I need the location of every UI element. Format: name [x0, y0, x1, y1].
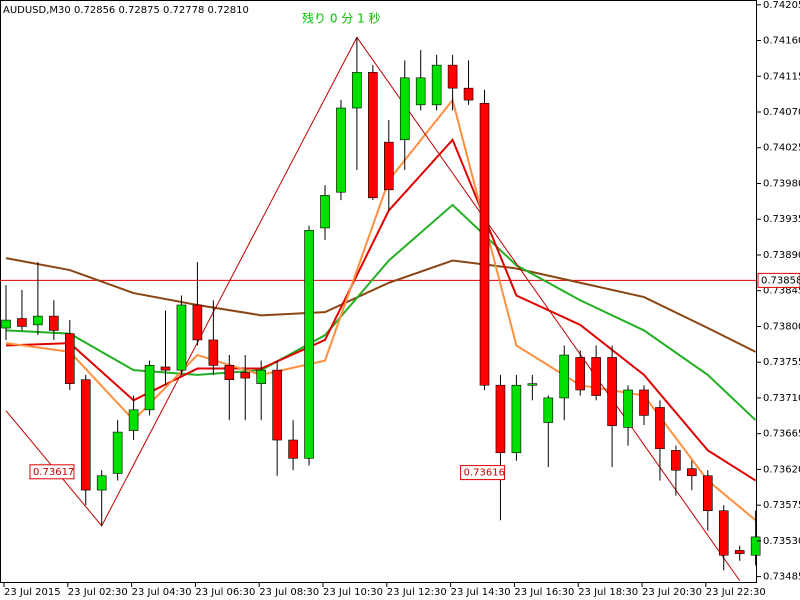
candle-body — [702, 475, 713, 512]
candle-body — [256, 369, 267, 384]
candle-body — [671, 450, 681, 471]
candle-body — [49, 315, 59, 331]
price-label: 0.73617 — [33, 467, 74, 478]
candle-body — [368, 71, 378, 199]
candle-body — [431, 64, 442, 106]
x-tick-label: 23 Jul 18:30 — [578, 587, 638, 598]
candle-body — [336, 107, 346, 193]
candle-body — [447, 64, 458, 89]
price-axis-label: 0.73858 — [761, 275, 800, 286]
candle-body — [208, 339, 219, 366]
candle-body — [65, 333, 75, 384]
candle-body — [399, 77, 410, 141]
x-tick-label: 23 Jul 14:30 — [451, 587, 511, 598]
x-tick-label: 23 Jul 10:30 — [323, 587, 383, 598]
y-tick-label: 0.73935 — [763, 214, 800, 225]
candle-body — [288, 439, 298, 459]
candle-body — [272, 369, 282, 441]
candle-body — [160, 366, 171, 371]
candle-body — [383, 141, 394, 191]
y-tick-label: 0.73755 — [763, 357, 800, 368]
y-tick-label: 0.73485 — [763, 572, 800, 583]
y-tick-label: 0.73665 — [763, 429, 800, 440]
price-label: 0.73616 — [464, 468, 505, 479]
price-label-box — [29, 464, 75, 480]
y-tick-label: 0.74205 — [763, 0, 800, 11]
candle-body — [543, 397, 554, 423]
price-label-box — [460, 465, 506, 481]
candle-body — [463, 87, 474, 101]
x-tick-label: 23 Jul 02:30 — [68, 587, 128, 598]
candle-body — [607, 357, 617, 427]
candle-body — [192, 304, 203, 341]
candle-body — [479, 102, 490, 386]
timer: 残り 0 分 1 秒 — [302, 12, 381, 26]
candle-body — [1, 319, 11, 329]
y-tick-label: 0.73845 — [763, 286, 800, 297]
candle-body — [623, 389, 633, 428]
candle-body — [575, 357, 586, 391]
candle-body — [687, 468, 697, 477]
candle-body — [511, 384, 522, 454]
candle-body — [80, 379, 91, 491]
candle-body — [224, 365, 235, 380]
candle-body — [415, 77, 426, 106]
chart-title: AUDUSD,M30 0.72856 0.72875 0.72778 0.728… — [3, 5, 249, 16]
candle-body — [352, 71, 362, 109]
x-tick-label: 23 Jul 2015 — [4, 587, 61, 598]
x-tick-label: 23 Jul 08:30 — [259, 587, 319, 598]
candle-body — [750, 536, 761, 556]
x-tick-label: 23 Jul 12:30 — [387, 587, 447, 598]
candle-body — [495, 384, 506, 454]
x-tick-label: 23 Jul 06:30 — [195, 587, 255, 598]
candle-body — [559, 354, 570, 399]
candle-body — [639, 389, 649, 416]
y-tick-label: 0.74025 — [763, 143, 800, 154]
candle-body — [320, 195, 330, 229]
candle-body — [128, 409, 139, 431]
x-tick-label: 23 Jul 22:30 — [706, 587, 766, 598]
candle-body — [176, 304, 187, 371]
x-tick-label: 23 Jul 04:30 — [132, 587, 192, 598]
candle-body — [734, 550, 745, 554]
candle-body — [33, 315, 43, 326]
candle-body — [591, 357, 601, 396]
candle-body — [655, 407, 665, 450]
y-tick-label: 0.74115 — [763, 71, 800, 82]
candle-body — [304, 230, 314, 459]
plot-frame — [0, 0, 757, 583]
candle-body — [527, 383, 538, 386]
x-tick-label: 23 Jul 16:30 — [514, 587, 574, 598]
candle-body — [96, 475, 107, 491]
candle-body — [144, 365, 155, 411]
candle-body — [240, 372, 251, 379]
candle-body — [112, 431, 123, 474]
indicator-line — [5, 257, 757, 353]
price-axis-box — [757, 272, 800, 288]
indicator-line — [5, 203, 757, 421]
x-tick-label: 23 Jul 20:30 — [642, 587, 702, 598]
y-tick-label: 0.73575 — [763, 500, 800, 511]
candle-body — [17, 318, 27, 327]
candle-body — [718, 510, 729, 556]
